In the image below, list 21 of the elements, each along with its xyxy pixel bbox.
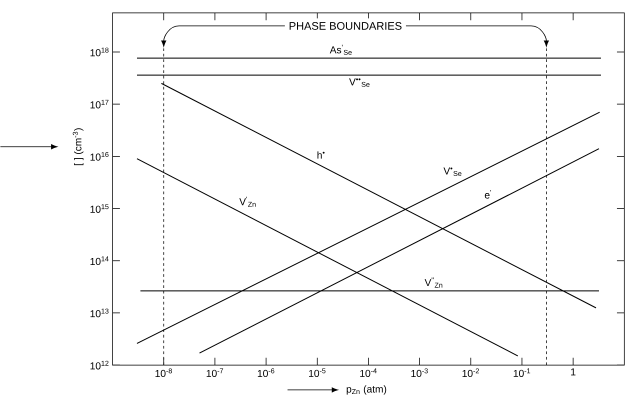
series-label: e$^{'}$ — [484, 190, 492, 198]
y-tick-label: 10$^{18}$ — [90, 47, 109, 56]
x-axis-title: p$_{Zn}$ (atm) — [346, 385, 386, 395]
y-tick-label: 10$^{12}$ — [90, 360, 108, 370]
y-tick-label: 10$^{15}$ — [90, 204, 109, 213]
x-tick-label: 10$^{-7}$ — [206, 368, 224, 377]
y-tick-label: 10$^{17}$ — [90, 100, 108, 108]
y-tick-label: 10$^{13}$ — [90, 308, 109, 318]
y-tick-label: 10$^{14}$ — [90, 256, 109, 265]
x-tick-label: 1 — [571, 368, 576, 376]
x-tick-label: 10$^{-4}$ — [360, 368, 377, 377]
x-tick-label: 10$^{-1}$ — [514, 368, 530, 377]
annotation: PHASE BOUNDARIES — [290, 22, 402, 30]
y-tick-label: 10$^{16}$ — [90, 152, 109, 161]
x-tick-label: 10$^{-6}$ — [258, 368, 274, 377]
x-tick-label: 10$^{-3}$ — [411, 368, 428, 377]
x-tick-label: 10$^{-2}$ — [462, 368, 479, 377]
y-axis-title: [ ] (cm$^{-3}$) — [72, 128, 84, 166]
series-label: h$^{•}$ — [317, 151, 325, 159]
x-tick-label: 10$^{-5}$ — [309, 368, 326, 377]
x-tick-label: 10$^{-8}$ — [156, 368, 172, 377]
